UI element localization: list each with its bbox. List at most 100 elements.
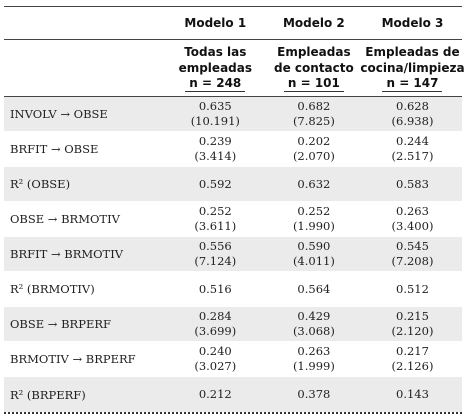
bottom-rule — [4, 412, 462, 414]
t-value: (3.068) — [292, 324, 335, 338]
coef: 0.217 — [396, 344, 429, 358]
group-3-line1: Empleadas de — [365, 45, 460, 59]
t-value: (3.027) — [194, 359, 237, 373]
t-value: (7.825) — [292, 114, 335, 128]
cell: 0.239 (3.414) — [166, 134, 265, 164]
cell: 0.512 — [363, 272, 462, 307]
row-label: OBSE → BRPERF — [10, 317, 111, 331]
coef: 0.590 — [297, 239, 331, 253]
t-value: (3.699) — [194, 324, 237, 338]
row-label: BRFIT → OBSE — [10, 142, 99, 156]
coef: 0.516 — [198, 281, 232, 296]
cell: 0.212 — [166, 377, 265, 412]
coef: 0.564 — [297, 281, 331, 296]
coef: 0.635 — [198, 99, 232, 113]
cell: 0.516 — [166, 272, 265, 307]
cell: 0.628 (6.938) — [363, 99, 462, 129]
row-label: R² (BRPERF) — [10, 387, 86, 402]
t-value: (3.414) — [194, 149, 237, 163]
group-2-n: n = 101 — [283, 76, 344, 92]
t-value: (3.611) — [194, 219, 237, 233]
model-header-row: Modelo 1 Modelo 2 Modelo 3 — [4, 7, 462, 39]
cell: 0.635 (10.191) — [166, 99, 265, 129]
coef: 0.284 — [198, 309, 232, 323]
table-row: INVOLV → OBSE 0.635 (10.191) 0.682 (7.825)… — [4, 97, 462, 132]
t-value: (3.400) — [391, 219, 434, 233]
coef: 0.252 — [198, 204, 232, 218]
cell: 0.244 (2.517) — [363, 134, 462, 164]
cell: 0.240 (3.027) — [166, 344, 265, 374]
table-row: BRFIT → OBSE 0.239 (3.414) 0.202 (2.070) 0… — [4, 132, 462, 167]
cell: 0.217 (2.126) — [363, 344, 462, 374]
cell: 0.284 (3.699) — [166, 309, 265, 339]
model-2-header: Modelo 2 — [282, 16, 345, 30]
coef: 0.239 — [198, 134, 232, 148]
group-2-header: Empleadas de contacto n = 101 — [265, 40, 364, 92]
top-rule — [4, 6, 462, 7]
coef: 0.632 — [297, 176, 331, 191]
group-header-row: Todas las empleadas n = 248 Empleadas de… — [4, 40, 465, 96]
row-label: BRFIT → BRMOTIV — [10, 247, 124, 261]
t-value: (2.120) — [391, 324, 434, 338]
t-value: (7.124) — [194, 254, 237, 268]
cell: 0.263 (3.400) — [363, 204, 462, 234]
group-1-line2: empleadas — [178, 61, 252, 75]
cell: 0.429 (3.068) — [265, 309, 364, 339]
cell: 0.252 (1.990) — [265, 204, 364, 234]
cell: 0.263 (1.999) — [265, 344, 364, 374]
coef: 0.429 — [297, 309, 331, 323]
coef: 0.583 — [396, 176, 429, 191]
cell: 0.545 (7.208) — [363, 239, 462, 269]
header-rule — [4, 39, 462, 40]
row-label: INVOLV → OBSE — [10, 107, 108, 121]
cell: 0.564 — [265, 272, 364, 307]
row-label: OBSE → BRMOTIV — [10, 212, 120, 226]
group-3-line2: cocina/limpieza — [360, 61, 465, 75]
coef: 0.512 — [396, 281, 429, 296]
cell: 0.590 (4.011) — [265, 239, 364, 269]
group-3-header: Empleadas de cocina/limpieza n = 147 — [360, 40, 465, 92]
coef: 0.244 — [396, 134, 429, 148]
t-value: (1.999) — [292, 359, 335, 373]
coef: 0.252 — [297, 204, 331, 218]
table-row: R² (OBSE) 0.592 0.632 0.583 — [4, 167, 462, 202]
table-row: R² (BRMOTIV) 0.516 0.564 0.512 — [4, 272, 462, 307]
table-row: R² (BRPERF) 0.212 0.378 0.143 — [4, 377, 462, 412]
coef: 0.628 — [396, 99, 429, 113]
row-label: BRMOTIV → BRPERF — [10, 352, 136, 366]
t-value: (7.208) — [391, 254, 434, 268]
cell: 0.556 (7.124) — [166, 239, 265, 269]
table-row: BRMOTIV → BRPERF 0.240 (3.027) 0.263 (1.99… — [4, 342, 462, 377]
coef: 0.378 — [297, 387, 331, 401]
coef: 0.592 — [198, 176, 232, 191]
t-value: (6.938) — [391, 114, 434, 128]
coef: 0.545 — [396, 239, 429, 253]
t-value: (2.070) — [292, 149, 335, 163]
t-value: (2.517) — [391, 149, 434, 163]
group-1-n: n = 248 — [185, 76, 246, 92]
cell: 0.143 — [363, 377, 462, 412]
model-3-header: Modelo 3 — [381, 16, 444, 30]
coef: 0.143 — [396, 387, 429, 401]
cell: 0.378 — [265, 377, 364, 412]
coef: 0.263 — [396, 204, 429, 218]
coef: 0.682 — [297, 99, 331, 113]
model-1-header: Modelo 1 — [184, 16, 247, 30]
group-2-line1: Empleadas — [277, 45, 351, 59]
group-3-n: n = 147 — [382, 76, 443, 92]
t-value: (4.011) — [292, 254, 335, 268]
cell: 0.583 — [363, 167, 462, 202]
cell: 0.202 (2.070) — [265, 134, 364, 164]
row-label: R² (BRMOTIV) — [10, 282, 95, 296]
coef: 0.240 — [198, 344, 232, 358]
coef: 0.202 — [297, 134, 331, 148]
cell: 0.252 (3.611) — [166, 204, 265, 234]
table-row: OBSE → BRMOTIV 0.252 (3.611) 0.252 (1.990)… — [4, 202, 462, 237]
group-2-line2: de contacto — [274, 61, 354, 75]
group-1-header: Todas las empleadas n = 248 — [166, 40, 265, 92]
coef: 0.212 — [198, 387, 232, 401]
cell: 0.592 — [166, 167, 265, 202]
coef: 0.263 — [297, 344, 331, 358]
body-top-rule — [4, 96, 462, 97]
results-table: Modelo 1 Modelo 2 Modelo 3 Todas las emp… — [4, 6, 465, 414]
